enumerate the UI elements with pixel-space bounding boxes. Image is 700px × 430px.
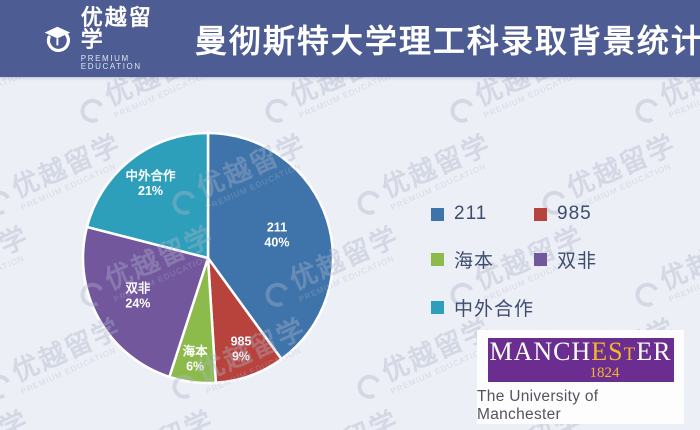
pie-slice-中外合作 [85,131,210,260]
brand-text: 优越留学 PREMIUM EDUCATION [80,4,157,71]
watermark-subtext: PREMIUM EDUCATION [667,77,700,120]
legend-item-双非: 双非 [534,246,597,273]
watermark-text: 优越留学 [0,405,34,430]
wordmark-part: ER [636,337,672,366]
pie-slice-label: 海本 6% [183,344,209,374]
university-logo-block: MANCHESTER 1824 The University of Manche… [477,330,684,424]
watermark-subtext: PREMIUM EDUCATION [297,77,396,120]
watermark-text: 优越留学 [470,77,588,112]
legend-swatch-icon [534,253,547,266]
brand-name: 优越留学 [80,4,153,52]
manchester-logo-box: MANCHESTER 1824 [487,338,674,382]
watermark-swirl-icon [447,95,478,126]
legend-item-海本: 海本 [431,246,534,273]
legend-label: 211 [454,203,488,224]
watermark-subtext: PREMIUM EDUCATION [667,254,700,304]
legend-item-985: 985 [534,203,597,225]
legend-label: 双非 [557,251,598,272]
legend-swatch-icon [431,253,444,266]
brand-logo: 优越留学 PREMIUM EDUCATION [42,4,157,71]
wordmark-part: ES [591,337,624,366]
legend-item-中外合作: 中外合作 [431,294,534,321]
watermark-text: 优越留学 [285,405,403,430]
legend-swatch-icon [431,207,444,221]
legend-label: 985 [557,203,592,224]
watermark-swirl-icon [354,371,385,402]
brand-subtitle: PREMIUM EDUCATION [80,53,142,71]
watermark-text: 优越留学 [655,77,700,112]
legend-swatch-icon [431,301,444,314]
pie-slice-211 [206,131,335,361]
watermark-text: 优越留学 [562,129,681,204]
pie-slice-双非 [81,225,210,379]
watermark-subtext: PREMIUM EDUCATION [0,77,26,120]
pie-slice-label: 中外合作 21% [126,168,177,198]
legend-item-211: 211 [431,203,534,225]
watermark-swirl-icon [77,95,108,126]
watermark-swirl-icon [632,95,663,126]
wordmark-part: MANCH [489,337,592,366]
legend-label: 海本 [454,251,495,272]
watermark-text: 优越留学 [0,221,34,296]
watermark-subtext: PREMIUM EDUCATION [112,77,211,120]
legend-swatch-icon [534,207,547,221]
legend-label: 中外合作 [454,299,535,320]
manchester-wordmark: MANCHESTER [490,339,672,365]
watermark-text: 优越留学 [285,77,403,112]
graduation-cap-icon [44,26,71,52]
watermark-text: 优越留学 [100,405,218,430]
watermark-swirl-icon [632,279,663,310]
manchester-year: 1824 [589,365,620,381]
university-caption: The University of Manchester [477,388,599,423]
watermark-text: 优越留学 [377,129,496,204]
watermark-swirl-icon [0,371,15,402]
watermark-swirl-icon [262,95,293,126]
watermark-subtext: PREMIUM EDUCATION [0,253,26,304]
pie-slice-label: 211 40% [264,221,289,250]
watermark-swirl-icon [354,187,385,218]
header-banner: 优越留学 PREMIUM EDUCATION 曼彻斯特大学理工科录取背景统计 [0,0,700,77]
pie-slice-label: 985 9% [231,335,252,364]
wordmark-part: T [623,344,637,365]
watermark-text: 优越留学 [655,221,700,296]
chart-legend: 211 985 海本 双非中外合作 [431,203,597,321]
watermark-swirl-icon [0,187,15,218]
pie-slice-label: 双非 24% [124,281,151,311]
watermark-text: 优越留学 [0,77,34,112]
watermark-subtext: PREMIUM EDUCATION [482,77,581,120]
page-title: 曼彻斯特大学理工科录取背景统计 [194,22,700,59]
pie-chart: 211 40% 985 9% 海本 6% 双非 24% 中外合作 21% [81,131,335,385]
watermark-text: 优越留学 [100,77,218,112]
